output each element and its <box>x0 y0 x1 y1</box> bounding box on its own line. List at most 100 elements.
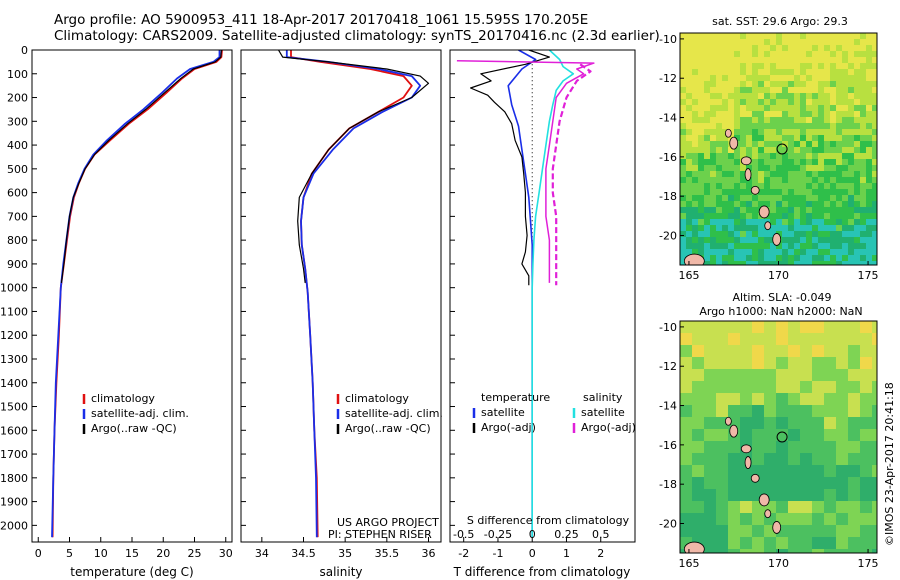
map-cell <box>848 261 855 265</box>
map-cell <box>788 405 801 418</box>
map-cell <box>848 237 855 244</box>
map-cell <box>800 537 813 550</box>
map-cell <box>800 465 813 478</box>
map-cell <box>716 183 723 190</box>
map-cell <box>848 549 861 553</box>
map-cell <box>722 201 729 208</box>
map-cell <box>752 453 765 466</box>
map-cell <box>734 51 741 58</box>
map-cell <box>818 45 825 52</box>
map-cell <box>716 219 723 226</box>
legend-label: satellite <box>581 406 625 419</box>
map-cell <box>800 453 813 466</box>
map-cell <box>722 177 729 184</box>
temperature-series <box>51 50 223 538</box>
map-cell <box>722 159 729 166</box>
map-cell <box>716 213 723 220</box>
map-cell <box>692 81 699 88</box>
map-cell <box>812 219 819 226</box>
map-cell <box>824 195 831 202</box>
map-cell <box>692 141 699 148</box>
map-cell <box>764 381 777 394</box>
map-cell <box>722 105 729 112</box>
map-cell <box>734 219 741 226</box>
map-cell <box>848 189 855 196</box>
map-cell <box>782 63 789 70</box>
map-cell <box>686 111 693 118</box>
map-cell <box>698 237 705 244</box>
map-cell <box>854 63 861 70</box>
map-cell <box>806 195 813 202</box>
map-cell <box>722 81 729 88</box>
map-cell <box>692 453 705 466</box>
map-cell <box>680 243 687 250</box>
map-cell <box>818 99 825 106</box>
map-cell <box>776 57 783 64</box>
map-cell <box>764 243 771 250</box>
map-cell <box>776 219 783 226</box>
map-cell <box>740 501 753 514</box>
map-cell <box>692 321 705 334</box>
map-cell <box>806 45 813 52</box>
legend-label: climatology <box>91 392 155 405</box>
map-cell <box>734 153 741 160</box>
map-cell <box>788 39 795 46</box>
map-cell <box>854 123 861 130</box>
map-cell <box>776 453 789 466</box>
map-cell <box>704 99 711 106</box>
map-cell <box>872 231 877 238</box>
depth-tick-label: 200 <box>7 92 28 105</box>
map-cell <box>854 129 861 136</box>
map-cell <box>680 63 687 70</box>
map-cell <box>770 171 777 178</box>
map-cell <box>728 405 741 418</box>
map-cell <box>860 321 873 334</box>
map-cell <box>872 147 877 154</box>
map-cell <box>770 117 777 124</box>
map-cell <box>842 75 849 82</box>
depth-tick-label: 1600 <box>0 424 28 437</box>
map-cell <box>812 105 819 112</box>
sst-map-title: sat. SST: 29.6 Argo: 29.3 <box>712 15 848 28</box>
map-cell <box>692 213 699 220</box>
map-cell <box>836 111 843 118</box>
map-cell <box>830 39 837 46</box>
map-cell <box>794 129 801 136</box>
map-cell <box>872 357 877 370</box>
map-cell <box>824 477 837 490</box>
map-cell <box>764 165 771 172</box>
map-cell <box>836 153 843 160</box>
map-cell <box>824 537 837 550</box>
map-cell <box>764 261 771 265</box>
map-cell <box>806 99 813 106</box>
map-cell <box>788 87 795 94</box>
map-cell <box>758 255 765 262</box>
map-cell <box>848 171 855 178</box>
map-cell <box>800 129 807 136</box>
map-cell <box>782 147 789 154</box>
map-cell <box>692 117 699 124</box>
map-cell <box>680 153 687 160</box>
map-cell <box>824 549 837 553</box>
map-cell <box>842 243 849 250</box>
map-cell <box>716 39 723 46</box>
map-cell <box>812 135 819 142</box>
map-cell <box>788 417 801 430</box>
map-cell <box>782 75 789 82</box>
map-cell <box>788 129 795 136</box>
map-cell <box>782 129 789 136</box>
map-cell <box>722 141 729 148</box>
map-cell <box>710 189 717 196</box>
map-cell <box>854 105 861 112</box>
map-cell <box>752 39 759 46</box>
map-cell <box>824 69 831 76</box>
map-cell <box>752 105 759 112</box>
map-cell <box>830 141 837 148</box>
map-cell <box>800 249 807 256</box>
map-cell <box>746 231 753 238</box>
map-cell <box>782 39 789 46</box>
map-cell <box>866 105 873 112</box>
map-cell <box>740 111 747 118</box>
map-cell <box>722 117 729 124</box>
map-cell <box>800 63 807 70</box>
